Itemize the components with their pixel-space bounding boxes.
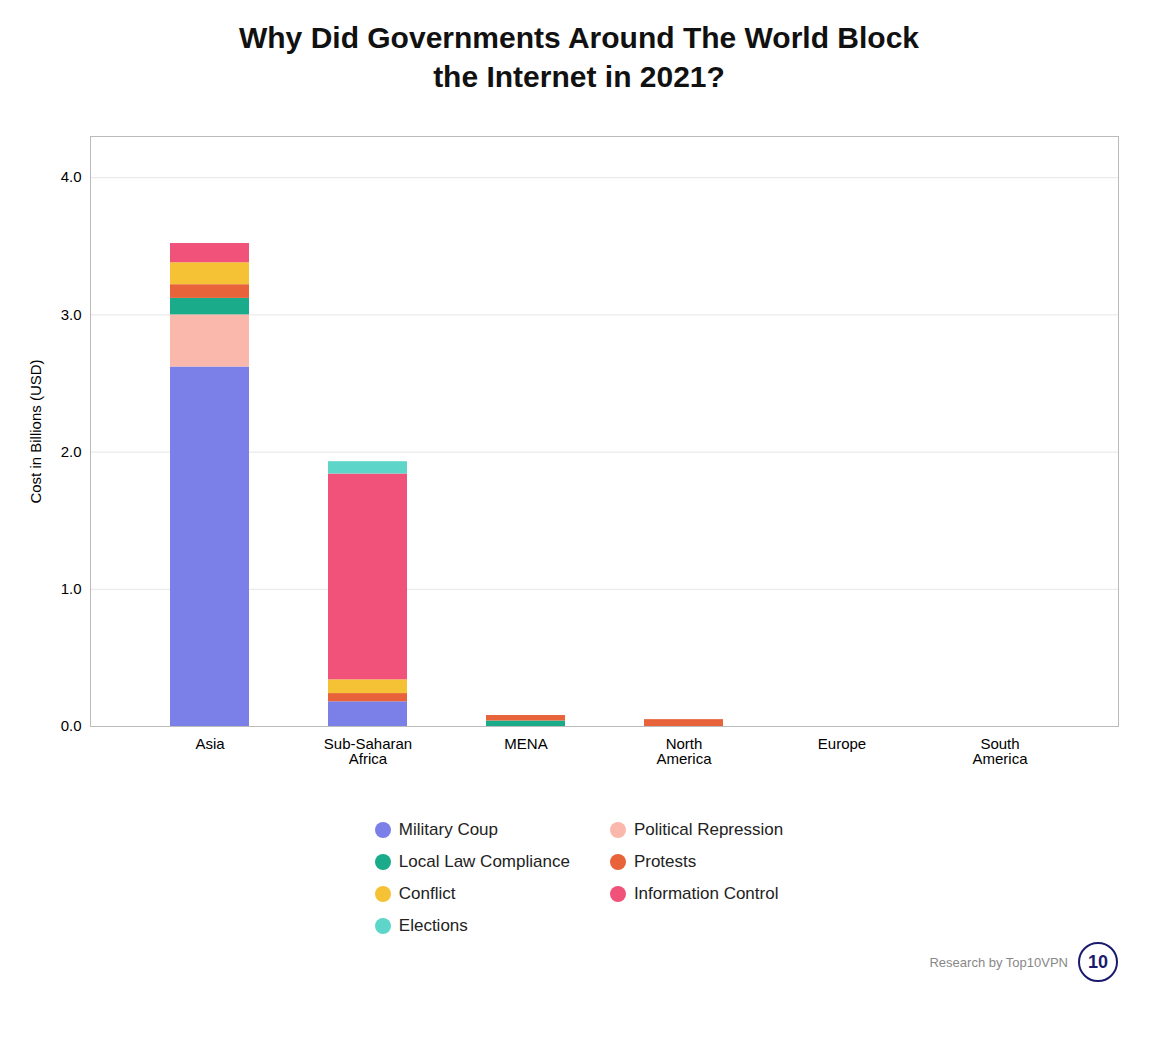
html-text:Protests: Protests	[633, 852, 697, 871]
svg-text:Asia: Asia	[195, 735, 225, 752]
svg-text:MENA: MENA	[504, 735, 547, 752]
svg-text:2.0: 2.0	[61, 443, 82, 460]
html-text:10: 10	[1088, 951, 1108, 972]
html-text:Conflict: Conflict	[398, 884, 456, 903]
html-text:Political Repression: Political Repression	[633, 820, 784, 839]
svg-text:NorthAmerica: NorthAmerica	[656, 735, 712, 767]
svg-text:0.0: 0.0	[61, 717, 82, 734]
svg-text:3.0: 3.0	[61, 306, 82, 323]
html-text:Local Law Compliance: Local Law Compliance	[398, 852, 570, 871]
svg-text:Europe: Europe	[818, 735, 866, 752]
svg-text:Cost in Billions (USD): Cost in Billions (USD)	[27, 359, 44, 503]
html-text:Information Control: Information Control	[633, 884, 779, 903]
svg-text:4.0: 4.0	[61, 168, 82, 185]
html-text:Military Coup: Military Coup	[398, 820, 498, 839]
svg-text:Sub-SaharanAfrica: Sub-SaharanAfrica	[324, 735, 412, 767]
html-text:Elections: Elections	[398, 916, 468, 935]
svg-text:SouthAmerica: SouthAmerica	[972, 735, 1028, 767]
svg-text:1.0: 1.0	[61, 580, 82, 597]
html-text:Why Did Governments Around The: Why Did Governments Around The World Blo…	[239, 21, 919, 93]
html-text:Research by Top10VPN: Research by Top10VPN	[929, 954, 1068, 970]
